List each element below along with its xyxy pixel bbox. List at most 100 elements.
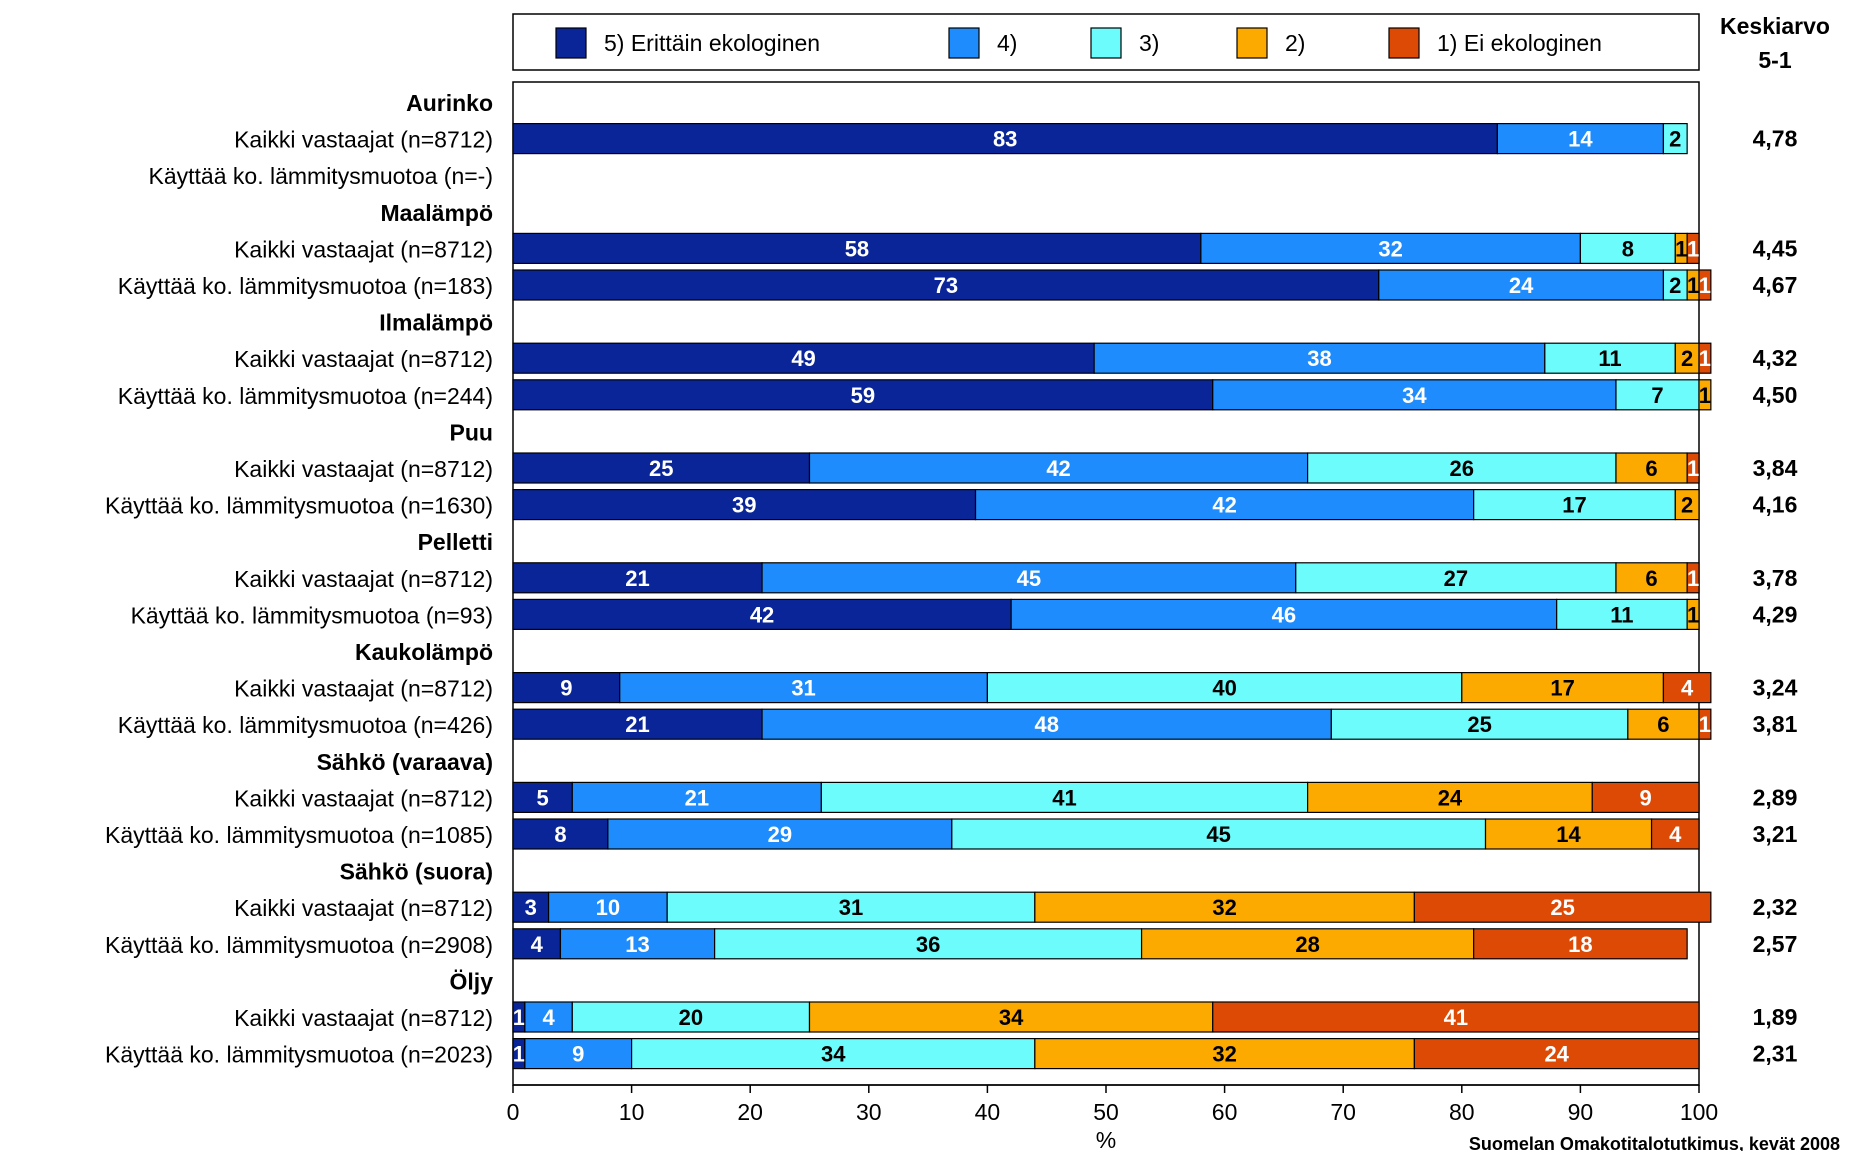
average-header: Keskiarvo 5-1: [1720, 13, 1830, 73]
row-label: Käyttää ko. lämmitysmuotoa (n=93): [131, 602, 493, 628]
bar-segment: [1698, 269, 1712, 301]
legend: 5) Erittäin ekologinen 4) 3) 2) 1) Ei ekolog…: [512, 13, 1700, 71]
group-label: Sähkö (varaava): [317, 749, 493, 775]
bar-value-label: 45: [1206, 822, 1230, 847]
bar-value-label: 4: [1669, 822, 1682, 847]
bar-value-label: 1: [1699, 383, 1711, 408]
bar-segment: [1662, 122, 1688, 155]
bar-value-label: 34: [1402, 383, 1427, 408]
row-label: Käyttää ko. lämmitysmuotoa (n=-): [149, 163, 493, 189]
bar-value-label: 59: [851, 383, 875, 408]
bar-segment: [1093, 342, 1546, 374]
bar-value-label: 6: [1645, 566, 1657, 591]
bar-segment: [1413, 891, 1712, 923]
bar-value-label: 7: [1651, 383, 1663, 408]
bar-value-label: 24: [1438, 785, 1463, 810]
bar-segment: [1686, 452, 1700, 484]
bar-value-label: 2: [1681, 346, 1693, 371]
x-tick-label: 90: [1568, 1099, 1594, 1125]
bar-segment: [524, 1037, 633, 1070]
bar-segment: [512, 671, 621, 704]
bar-segment: [512, 452, 811, 484]
row-average: 4,45: [1753, 235, 1798, 261]
bar-segment: [820, 781, 1309, 814]
bar-value-label: 21: [625, 712, 649, 737]
row-label: Kaikki vastaajat (n=8712): [234, 236, 493, 262]
bar-segment: [1674, 489, 1700, 521]
bar-segment: [512, 818, 609, 850]
row-label: Kaikki vastaajat (n=8712): [234, 456, 493, 482]
bar-value-label: 1: [513, 1042, 525, 1067]
bar-value-label: 38: [1307, 346, 1331, 371]
group-label: Öljy: [450, 968, 494, 994]
bar-value-label: 83: [993, 127, 1017, 152]
bar-value-label: 11: [1610, 602, 1633, 627]
row-label: Kaikki vastaajat (n=8712): [234, 895, 493, 921]
bar-value-label: 42: [750, 602, 774, 627]
bar-value-label: 42: [1212, 493, 1236, 518]
bar-value-label: 27: [1444, 566, 1468, 591]
bar-value-label: 5: [537, 785, 549, 810]
bar-value-label: 28: [1295, 932, 1319, 957]
bar-value-label: 45: [1017, 566, 1041, 591]
x-axis: 0 10 20 30 40 50 60 70 80 90 100% Suomelan Omakotit…: [507, 1084, 1840, 1154]
bar-segment: [1413, 1037, 1700, 1070]
bar-segment: [761, 708, 1332, 740]
group-label: Puu: [450, 419, 493, 445]
row-average: 3,81: [1753, 711, 1798, 737]
row-label: Kaikki vastaajat (n=8712): [234, 346, 493, 372]
bar-value-label: 2: [1669, 127, 1681, 152]
group-label: Aurinko: [406, 90, 493, 116]
bar-segment: [1686, 562, 1700, 594]
row-average: 2,57: [1753, 931, 1798, 957]
bar-segment: [1496, 122, 1665, 155]
x-tick-label: 70: [1330, 1099, 1356, 1125]
bar-segment: [571, 1001, 811, 1033]
bar-segment: [1698, 708, 1712, 740]
x-tick-label: 20: [737, 1099, 763, 1125]
x-tick-label: 50: [1093, 1099, 1119, 1125]
row-average: 3,21: [1753, 821, 1798, 847]
bar-value-label: 58: [845, 236, 869, 261]
bar-value-label: 4: [542, 1005, 555, 1030]
bar-segment: [1662, 671, 1712, 704]
bar-segment: [761, 562, 1297, 594]
bar-segment: [1212, 1001, 1700, 1033]
bar-value-label: 13: [625, 932, 649, 957]
bar-segment: [1212, 379, 1617, 411]
bar-segment: [1544, 342, 1676, 374]
averages: 4,78 4,45 4,67 4,32 4,50 3,84 4,16 3,78 4,29 3,24…: [1753, 126, 1798, 1067]
average-header-line1: Keskiarvo: [1720, 13, 1830, 39]
bar-segment: [512, 891, 550, 923]
row-average: 4,29: [1753, 601, 1798, 627]
bar-segment: [1461, 671, 1665, 704]
bar-value-label: 21: [625, 566, 649, 591]
bar-value-label: 8: [554, 822, 566, 847]
bar-segment: [512, 928, 562, 960]
bar-value-label: 25: [1550, 895, 1574, 920]
bar-segment: [512, 122, 1498, 155]
bar-segment: [808, 452, 1309, 484]
bar-segment: [512, 342, 1095, 374]
bar-segment: [1698, 342, 1712, 374]
bar-value-label: 73: [934, 273, 958, 298]
legend-swatch: [555, 27, 587, 59]
legend-label: 4): [997, 30, 1017, 56]
row-label: Käyttää ko. lämmitysmuotoa (n=2023): [105, 1042, 493, 1068]
group-label: Pelletti: [418, 529, 493, 555]
legend-label: 3): [1139, 30, 1159, 56]
bar-value-label: 11: [1598, 346, 1621, 371]
bar-value-label: 1: [1687, 236, 1699, 261]
average-header-line2: 5-1: [1758, 47, 1791, 73]
bar-value-label: 1: [1699, 273, 1711, 298]
row-average: 4,67: [1753, 272, 1798, 298]
row-label: Kaikki vastaajat (n=8712): [234, 566, 493, 592]
bar-value-label: 14: [1568, 127, 1593, 152]
bar-value-label: 2: [1669, 273, 1681, 298]
bar-segment: [1579, 232, 1676, 264]
bar-segment: [524, 1001, 573, 1033]
bar-segment: [1615, 379, 1700, 411]
bar-value-label: 9: [1640, 785, 1652, 810]
